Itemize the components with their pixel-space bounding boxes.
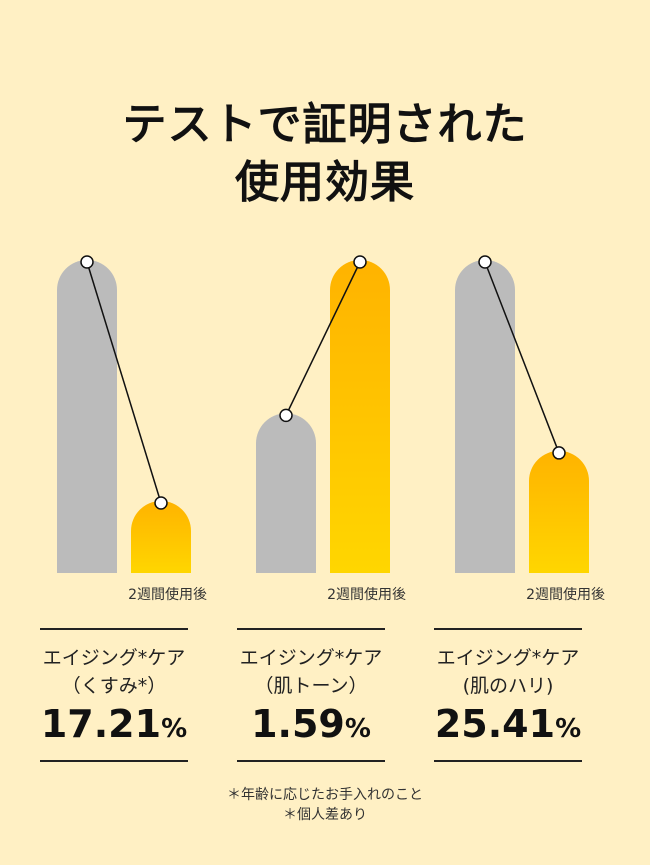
after-label-2: 2週間使用後 (327, 587, 406, 603)
card-value: 1.59% (251, 702, 371, 746)
footnote-2: ＊個人差あり (283, 807, 367, 823)
card-label: エイジング*ケア (肌のハリ) (436, 647, 580, 697)
result-card-1: エイジング*ケア （くすみ*） 17.21% (40, 628, 188, 762)
bar-before (57, 260, 117, 573)
result-card-2: エイジング*ケア （肌トーン） 1.59% (237, 628, 385, 762)
bar-chart (57, 255, 589, 573)
data-point (353, 255, 367, 269)
data-point (279, 408, 293, 423)
card-value: 17.21% (40, 702, 188, 746)
data-point (154, 496, 168, 510)
card-label: エイジング*ケア （肌トーン） (239, 647, 383, 697)
card-label: エイジング*ケア （くすみ*） (42, 647, 186, 697)
change-line (285, 261, 361, 416)
bar-after (131, 501, 191, 573)
after-label-1: 2週間使用後 (128, 587, 207, 603)
data-point (80, 255, 94, 269)
footnote-1: ＊年齢に応じたお手入れのこと (227, 787, 423, 803)
bar-after (529, 450, 589, 573)
card-value: 25.41% (434, 702, 582, 746)
data-point (552, 446, 566, 460)
bar-after (330, 260, 390, 573)
bar-before (455, 260, 515, 573)
title-line-1: テストで証明された (122, 99, 528, 150)
bar-before (256, 413, 316, 573)
after-label-3: 2週間使用後 (526, 587, 605, 603)
data-point (478, 255, 492, 269)
change-line (86, 261, 162, 504)
change-line (484, 261, 560, 454)
result-card-3: エイジング*ケア (肌のハリ) 25.41% (434, 628, 582, 762)
title-line-2: 使用効果 (235, 157, 415, 208)
